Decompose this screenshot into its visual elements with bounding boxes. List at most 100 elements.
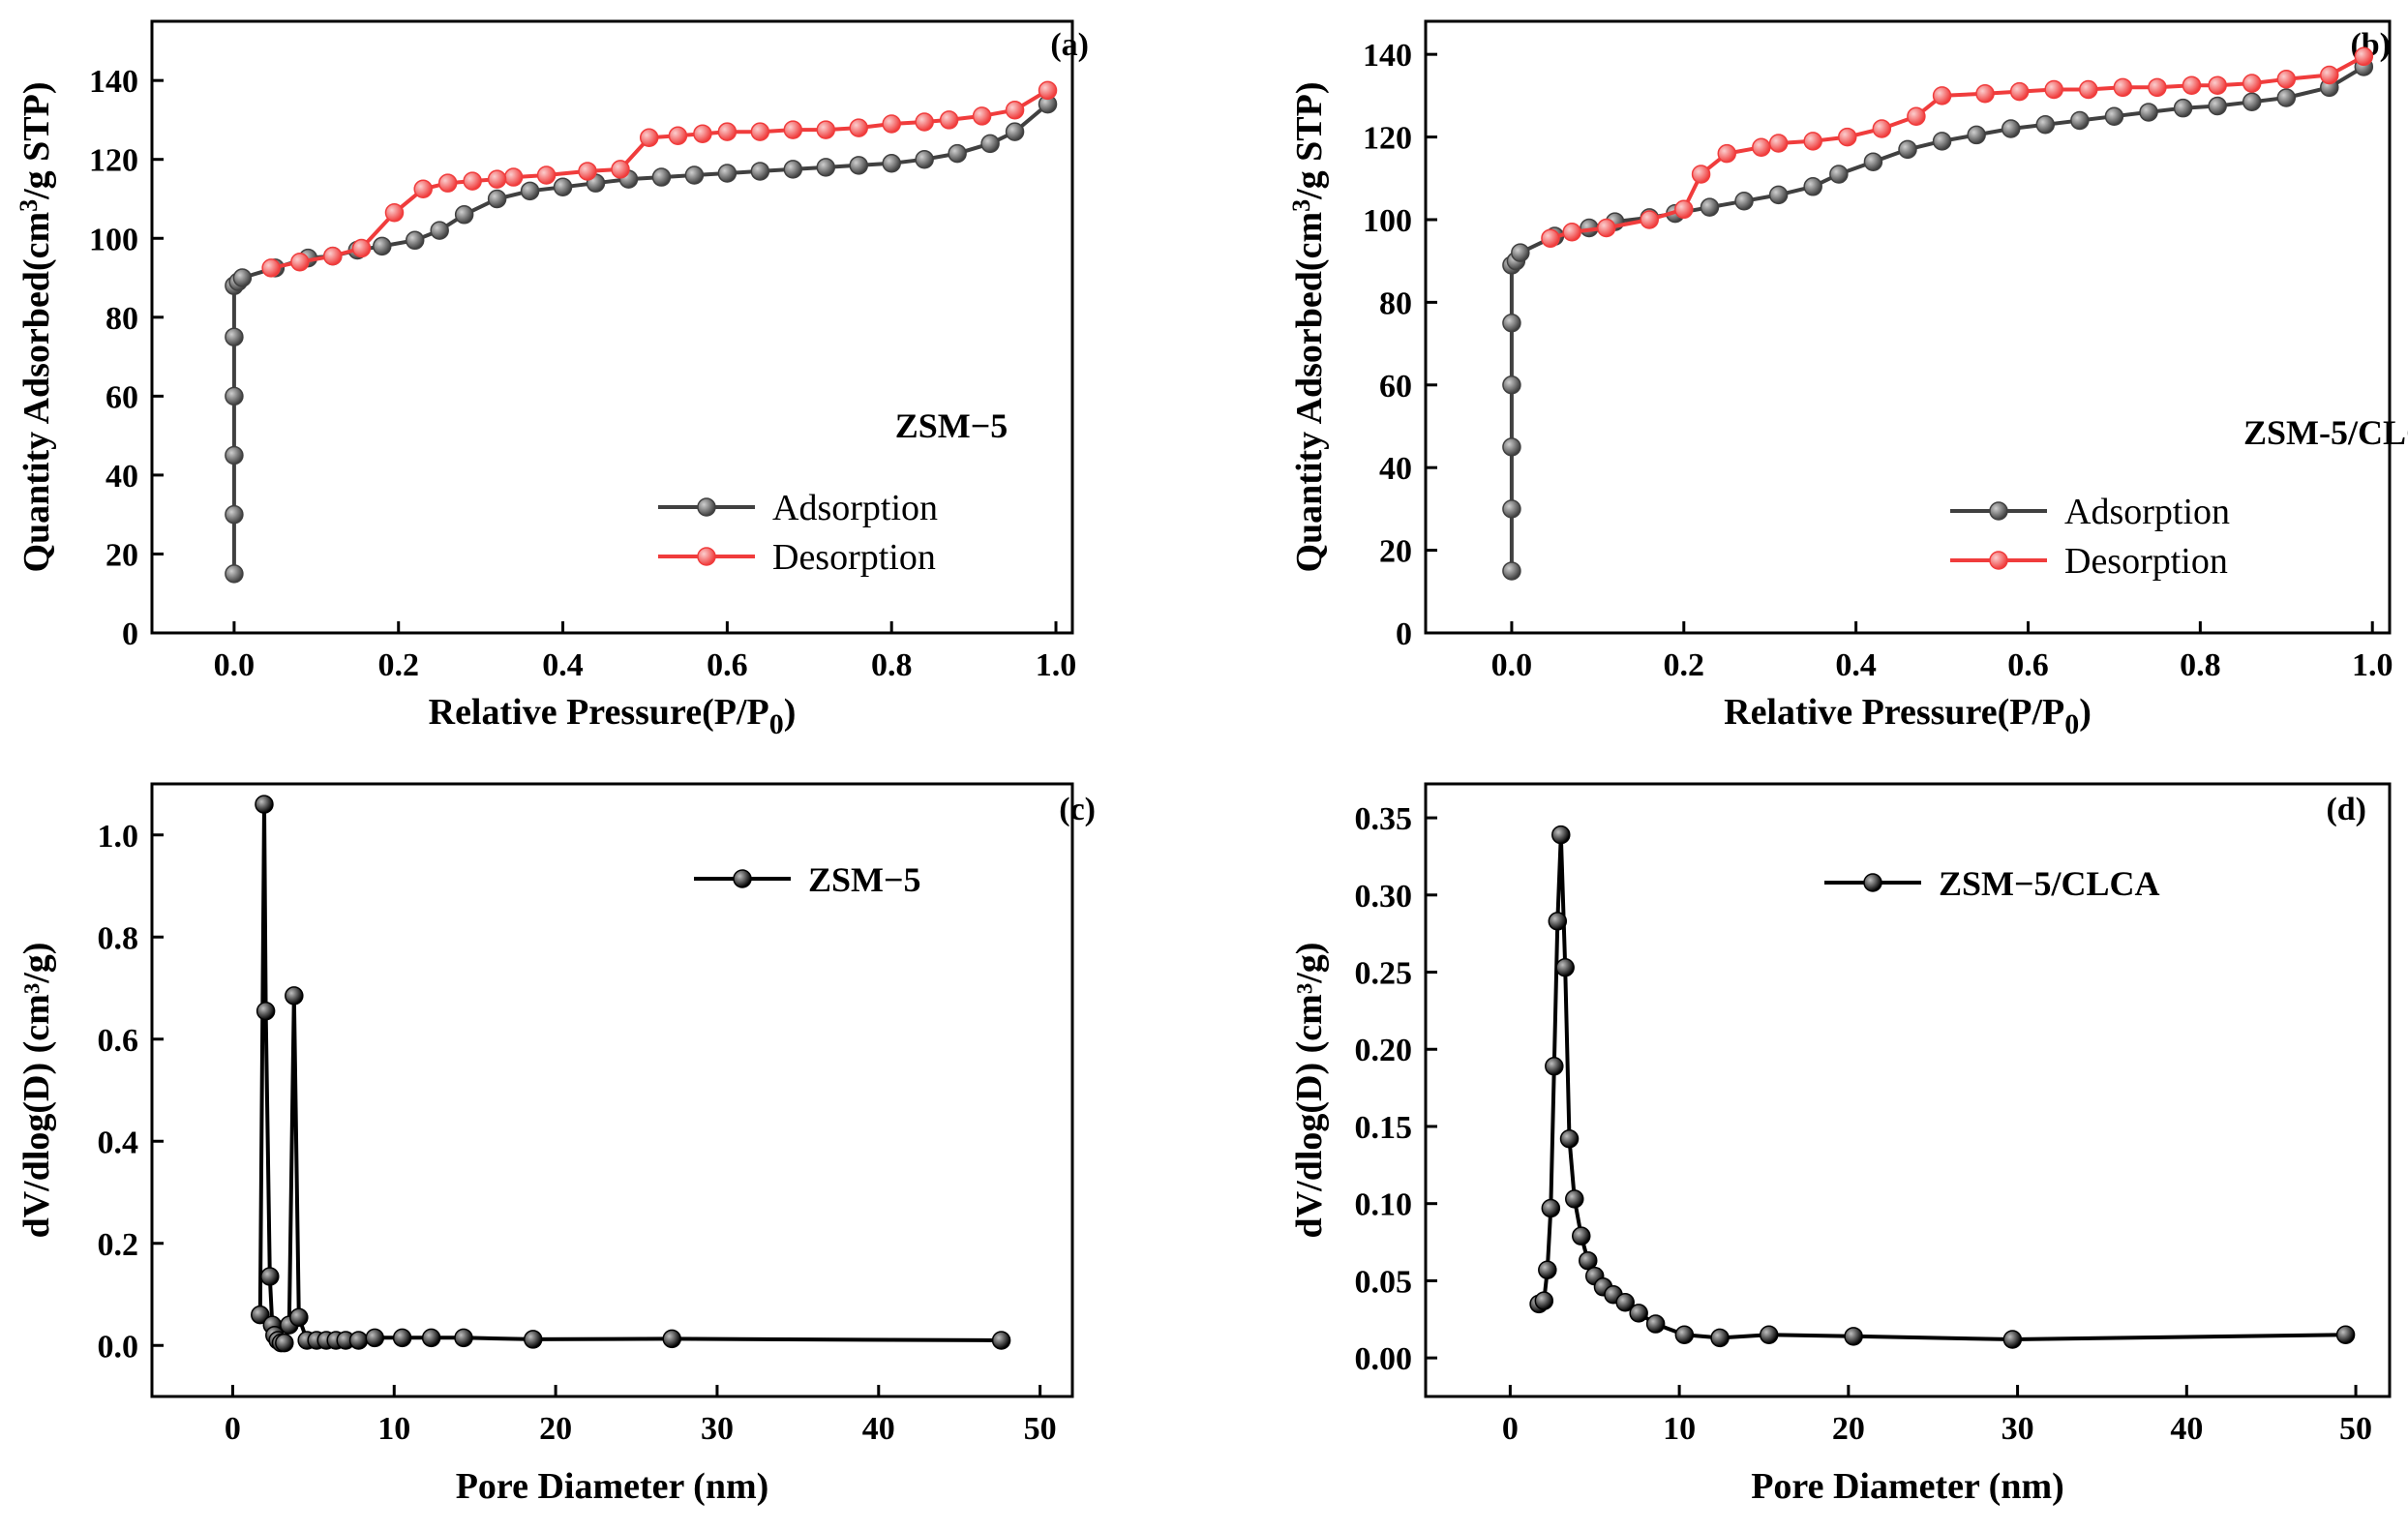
x-axis-label-subscript: 0 [769,708,784,740]
panel-a: 0.0 0.2 0.4 0.6 0.8 1.0 0 20 40 60 80 100 120 140 Rela… [15,19,1089,740]
y-tick-label: 80 [1379,285,1412,321]
plot-frame [1424,782,2392,1398]
x-tick-label: 30 [701,1411,734,1447]
panel-letter: (a) [1050,27,1089,63]
x-tick-label: 0.6 [707,647,748,683]
y-tick-label: 100 [1363,203,1412,239]
panel-letter: (d) [2326,792,2366,827]
series-desorption [1541,46,2374,248]
x-tick-label: 50 [2339,1411,2372,1447]
data-point [1548,912,1568,931]
data-point [693,124,712,143]
data-point [437,173,458,193]
y-tick-label: 0.4 [98,1125,139,1160]
legend-entry: Desorption [658,537,936,578]
data-point [2104,106,2124,126]
legend-marker [1989,501,2008,521]
x-axis-label-end: ) [2079,692,2092,733]
data-point [1615,1292,1635,1312]
data-point [251,1305,270,1325]
x-tick-label: 50 [1024,1411,1057,1447]
data-point [225,445,244,465]
data-point [2009,81,2030,102]
x-tick-label: 0.6 [2007,647,2049,683]
x-tick-label: 0 [225,1411,241,1447]
data-point [2002,1330,2023,1349]
y-tick-label: 0 [1396,616,1412,652]
data-point [1967,125,1986,145]
data-point [783,160,803,179]
legend-entry: Desorption [1950,541,2228,582]
series-desorption [261,80,1058,278]
x-tick-label: 1.0 [1036,647,1077,683]
legend-marker [697,547,716,566]
data-point [2148,77,2167,98]
series-zsm-5 [251,795,1011,1353]
y-tick-label: 120 [89,143,138,179]
data-point [392,1328,412,1348]
data-point [1640,210,1659,229]
x-tick-label: 0.4 [1835,647,1877,683]
x-tick-label: 0.0 [214,647,256,683]
y-tick-label: 0.25 [1355,956,1413,992]
data-point [503,167,524,187]
data-point [1005,100,1025,120]
data-point [2242,92,2262,112]
y-tick-label: 20 [1379,534,1412,570]
series-line [1538,832,2346,1341]
series-adsorption [1502,57,2374,581]
plot-frame [1424,19,2392,635]
data-point [1538,1260,1557,1280]
data-point [2182,75,2202,95]
data-point [1555,957,1575,977]
y-tick-label: 60 [1379,369,1412,405]
y-tick-label: 40 [105,459,138,495]
data-point [1674,1325,1695,1344]
data-point [430,221,449,240]
data-point [289,1307,309,1327]
data-point [939,110,959,130]
data-point [849,156,868,175]
data-point [1872,119,1892,138]
legend-label: Desorption [2064,541,2228,582]
y-tick-label: 0.2 [98,1227,139,1263]
data-point [1759,1325,1779,1344]
data-point [783,120,803,139]
data-point [1838,127,1857,147]
data-point [1975,83,1995,104]
data-point [1734,192,1754,211]
data-point [275,1333,294,1353]
legend-marker [733,869,752,888]
data-point [1502,499,1521,519]
data-point [991,1331,1011,1350]
data-point [1907,106,1926,126]
data-point [1541,1198,1561,1218]
data-point [668,126,688,145]
x-tick-label: 20 [539,1411,572,1447]
series-zsm-5-clca [1529,825,2356,1349]
data-point [1559,1128,1580,1149]
data-point [1534,1291,1554,1310]
data-point [261,258,281,278]
data-point [2208,75,2227,95]
legend-label: ZSM−5 [808,860,921,899]
data-point [2335,1325,2356,1344]
x-tick-label: 30 [2002,1411,2034,1447]
data-point [1502,561,1521,581]
data-point [1717,143,1736,164]
y-tick-label: 0.05 [1355,1264,1413,1300]
data-point [1578,1250,1598,1271]
x-tick-label: 40 [2170,1411,2203,1447]
data-point [915,112,934,132]
y-axis-label-end: /g STP) [16,81,57,199]
data-point [2035,115,2056,135]
y-axis-label: Quantity Adsorbed(cm3/g STP) [1287,81,1330,572]
data-point [421,1328,441,1348]
legend-marker [697,497,716,517]
y-tick-label: 0.35 [1355,801,1413,837]
y-tick-label: 0.20 [1355,1033,1413,1068]
panel-b: 0.0 0.2 0.4 0.6 0.8 1.0 0 20 40 60 80 100 120 140 Rela… [1287,19,2408,740]
legend-entry: Adsorption [658,488,938,528]
data-point [348,1331,369,1350]
data-point [1700,197,1720,217]
